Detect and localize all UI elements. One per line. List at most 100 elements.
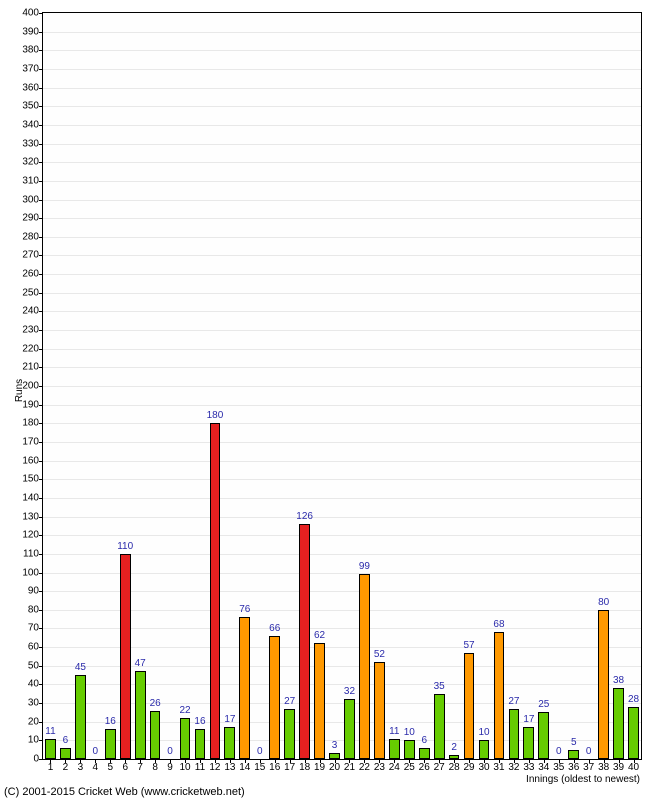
x-tick-label: 26 <box>419 759 430 773</box>
bar-value-label: 27 <box>284 696 295 707</box>
bar <box>389 739 400 760</box>
grid-line <box>43 255 641 256</box>
y-tick-label: 90 <box>28 586 43 597</box>
grid-line <box>43 386 641 387</box>
bar <box>479 740 490 759</box>
x-tick-label: 23 <box>374 759 385 773</box>
y-tick-label: 330 <box>22 138 43 149</box>
bar-value-label: 0 <box>93 746 99 757</box>
x-tick-label: 29 <box>464 759 475 773</box>
grid-line <box>43 628 641 629</box>
bar-value-label: 57 <box>464 640 475 651</box>
bar <box>284 709 295 759</box>
y-tick-label: 110 <box>23 548 43 559</box>
y-tick-label: 230 <box>22 325 43 336</box>
grid-line <box>43 740 641 741</box>
grid-line <box>43 237 641 238</box>
bar <box>224 727 235 759</box>
grid-line <box>43 274 641 275</box>
y-tick-label: 240 <box>22 306 43 317</box>
grid-line <box>43 69 641 70</box>
grid-line <box>43 162 641 163</box>
bar-value-label: 16 <box>194 716 205 727</box>
x-axis-title: Innings (oldest to newest) <box>526 774 640 785</box>
bar <box>464 653 475 759</box>
y-tick-label: 210 <box>22 362 43 373</box>
y-tick-label: 80 <box>28 604 43 615</box>
grid-line <box>43 461 641 462</box>
bar <box>195 729 206 759</box>
x-tick-label: 31 <box>493 759 504 773</box>
grid-line <box>43 610 641 611</box>
y-tick-label: 350 <box>22 101 43 112</box>
grid-line <box>43 666 641 667</box>
grid-line <box>43 554 641 555</box>
grid-line <box>43 311 641 312</box>
bar <box>150 711 161 759</box>
y-tick-label: 340 <box>22 119 43 130</box>
y-tick-label: 360 <box>22 82 43 93</box>
y-tick-label: 10 <box>28 735 43 746</box>
x-tick-label: 32 <box>508 759 519 773</box>
grid-line <box>43 405 641 406</box>
bar <box>344 699 355 759</box>
x-tick-label: 22 <box>359 759 370 773</box>
bar-value-label: 47 <box>135 658 146 669</box>
y-tick-label: 100 <box>22 567 43 578</box>
x-tick-label: 9 <box>167 759 173 773</box>
grid-line <box>43 535 641 536</box>
grid-line <box>43 684 641 685</box>
bar-value-label: 0 <box>556 746 562 757</box>
bar <box>269 636 280 759</box>
y-tick-label: 190 <box>22 399 43 410</box>
y-tick-label: 0 <box>33 754 43 765</box>
y-tick-label: 50 <box>28 660 43 671</box>
grid-line <box>43 517 641 518</box>
bar-value-label: 11 <box>389 726 399 737</box>
grid-line <box>43 349 641 350</box>
x-tick-label: 15 <box>254 759 265 773</box>
grid-line <box>43 498 641 499</box>
bar-value-label: 27 <box>508 696 519 707</box>
x-tick-label: 37 <box>583 759 594 773</box>
bar <box>568 750 579 759</box>
x-tick-label: 3 <box>78 759 84 773</box>
bar-value-label: 66 <box>269 623 280 634</box>
x-tick-label: 27 <box>434 759 445 773</box>
bar <box>210 423 221 759</box>
x-tick-label: 21 <box>344 759 355 773</box>
bar <box>299 524 310 759</box>
x-tick-label: 1 <box>48 759 54 773</box>
x-tick-label: 35 <box>553 759 564 773</box>
grid-line <box>43 367 641 368</box>
y-tick-label: 400 <box>22 8 43 19</box>
bar <box>494 632 505 759</box>
y-tick-label: 30 <box>28 698 43 709</box>
grid-line <box>43 293 641 294</box>
x-tick-label: 39 <box>613 759 624 773</box>
y-tick-label: 20 <box>28 716 43 727</box>
bar-value-label: 126 <box>296 511 313 522</box>
grid-line <box>43 647 641 648</box>
grid-line <box>43 181 641 182</box>
bar-value-label: 25 <box>538 699 549 710</box>
x-tick-label: 2 <box>63 759 69 773</box>
bar <box>374 662 385 759</box>
y-tick-label: 300 <box>22 194 43 205</box>
bar-value-label: 10 <box>478 727 489 738</box>
x-tick-label: 4 <box>93 759 99 773</box>
bar-value-label: 16 <box>105 716 116 727</box>
y-tick-label: 200 <box>22 381 43 392</box>
bar <box>404 740 415 759</box>
plot-area: 0102030405060708090100110120130140150160… <box>42 12 642 760</box>
bar-value-label: 28 <box>628 694 639 705</box>
bar <box>359 574 370 759</box>
y-tick-label: 290 <box>22 213 43 224</box>
y-tick-label: 250 <box>22 287 43 298</box>
bar-value-label: 26 <box>150 698 161 709</box>
y-tick-label: 140 <box>22 492 43 503</box>
y-tick-label: 70 <box>28 623 43 634</box>
bar <box>45 739 56 760</box>
bar <box>523 727 534 759</box>
x-tick-label: 33 <box>523 759 534 773</box>
